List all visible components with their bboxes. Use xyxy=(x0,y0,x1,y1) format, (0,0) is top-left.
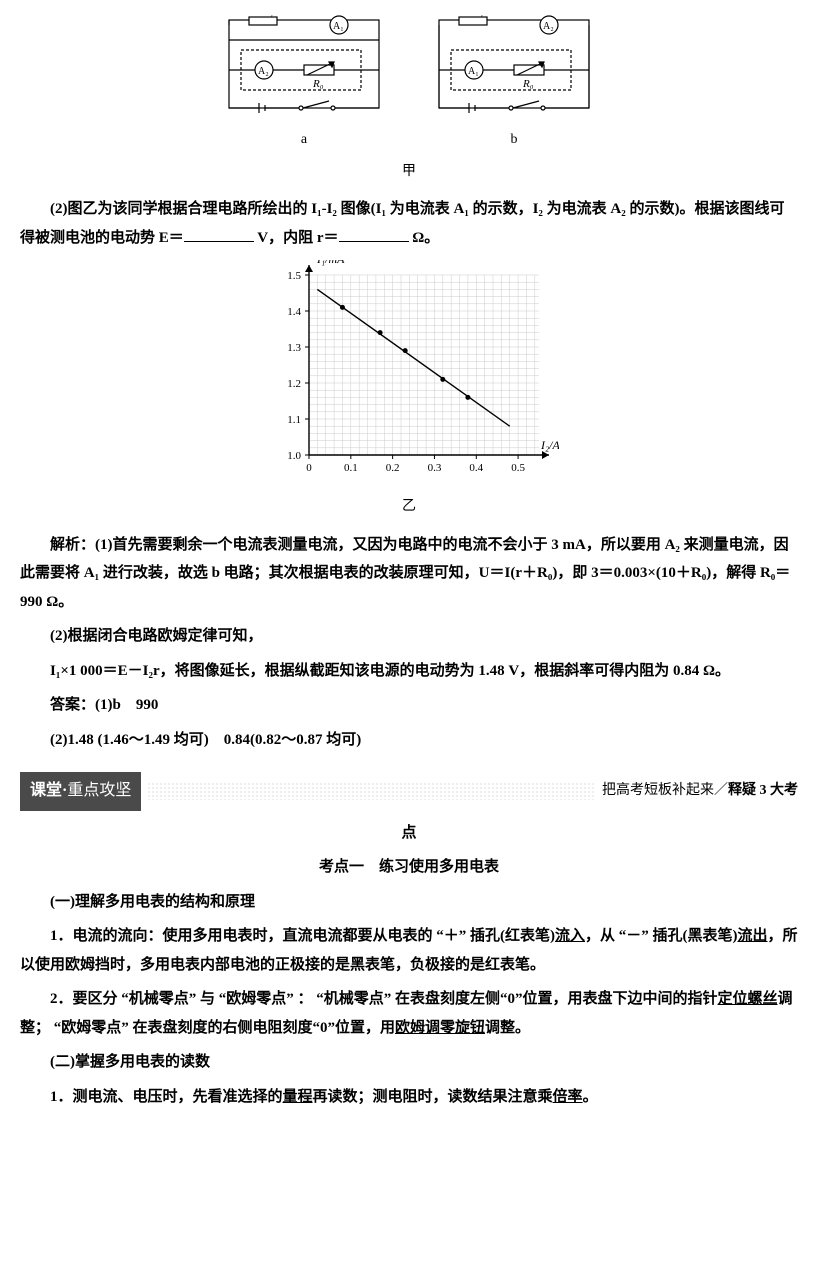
svg-text:I₁/mA: I₁/mA xyxy=(316,260,345,266)
svg-text:1.4: 1.4 xyxy=(287,306,301,318)
r0-label: R₀ xyxy=(522,78,534,90)
p2a: 2．要区分 “机械零点” 与 “欧姆零点” ： “机械零点” 在表盘刻度左侧“0… xyxy=(50,991,718,1007)
section-right-bold: 释疑 3 大考 xyxy=(728,783,798,798)
section-dots-fill xyxy=(147,782,596,800)
a2-label: A₂ xyxy=(543,21,554,32)
figure-jia-label: 甲 xyxy=(20,159,798,186)
svg-text:0.3: 0.3 xyxy=(428,462,442,474)
svg-text:0.2: 0.2 xyxy=(386,462,400,474)
svg-text:I₂/A: I₂/A xyxy=(540,438,559,452)
circuit-b: R₁ A₂ A₁ R₀ b xyxy=(429,15,599,154)
section-center-1: 点 xyxy=(20,819,798,848)
analysis-p4: 答案：(1)b 990 xyxy=(20,691,798,720)
svg-text:1.0: 1.0 xyxy=(287,450,301,462)
section-header-left: 课堂·重点攻坚 xyxy=(20,772,141,810)
analysis-p2: (2)根据闭合电路欧姆定律可知， xyxy=(20,622,798,651)
svg-text:1.3: 1.3 xyxy=(287,342,301,354)
analysis-p5: (2)1.48 (1.46～1.49 均可) 0.84(0.82～0.87 均可… xyxy=(20,726,798,755)
section-right-pre: 把高考短板补起来／ xyxy=(602,783,728,798)
a1-label: A₁ xyxy=(333,21,344,32)
p1u1: 流入 xyxy=(555,928,585,944)
section-header-right: 把高考短板补起来／释疑 3 大考 xyxy=(602,778,798,805)
svg-text:0.5: 0.5 xyxy=(511,462,525,474)
p3c: 。 xyxy=(583,1089,598,1105)
section-center-2: 考点一 练习使用多用电表 xyxy=(20,853,798,882)
q2-unit-o: Ω。 xyxy=(409,230,440,246)
svg-text:0: 0 xyxy=(306,462,312,474)
analysis-p1: 解析：(1)首先需要剩余一个电流表测量电流，又因为电路中的电流不会小于 3 mA… xyxy=(20,531,798,617)
section-header-bar: 课堂·重点攻坚 把高考短板补起来／释疑 3 大考 xyxy=(20,772,798,810)
r1-label: R₁ xyxy=(262,15,274,18)
blank-e xyxy=(184,227,254,242)
p3u1: 量程 xyxy=(283,1089,313,1105)
sub-heading-2: (二)掌握多用电表的读数 xyxy=(20,1048,798,1077)
body-p1: 1．电流的流向：使用多用电表时，直流电流都要从电表的 “＋” 插孔(红表笔)流入… xyxy=(20,922,798,979)
a1-label: A₁ xyxy=(468,66,479,77)
section-sub: 重点攻坚 xyxy=(67,782,131,799)
p1b: ，从 “－” 插孔(黑表笔) xyxy=(585,928,738,944)
q2-unit-v: V，内阻 r＝ xyxy=(254,230,339,246)
p3b: 再读数；测电阻时，读数结果注意乘 xyxy=(313,1089,553,1105)
circuit-a-label: a xyxy=(301,127,307,154)
p1a: 1．电流的流向：使用多用电表时，直流电流都要从电表的 “＋” 插孔(红表笔) xyxy=(50,928,555,944)
p1u2: 流出 xyxy=(738,928,768,944)
question-2: (2)图乙为该同学根据合理电路所绘出的 I₁-I₂ 图像(I₁ 为电流表 A₁ … xyxy=(20,195,798,252)
blank-r xyxy=(339,227,409,242)
p2u1: 定位螺丝 xyxy=(718,991,778,1007)
svg-text:1.2: 1.2 xyxy=(287,378,301,390)
circuit-b-label: b xyxy=(511,127,518,154)
circuit-diagrams: R₁ A₁ A₂ R₀ a xyxy=(20,15,798,154)
figure-yi-label: 乙 xyxy=(20,494,798,521)
sub-heading-1: (一)理解多用电表的结构和原理 xyxy=(20,888,798,917)
p2c: 调整。 xyxy=(485,1020,530,1036)
p2u2: 欧姆调零旋钮 xyxy=(395,1020,485,1036)
circuit-a: R₁ A₁ A₂ R₀ a xyxy=(219,15,389,154)
analysis-p3: I₁×1 000＝E－I₂r，将图像延长，根据纵截距知该电源的电动势为 1.48… xyxy=(20,657,798,686)
section-main: 课堂 xyxy=(30,782,62,799)
body-p3: 1．测电流、电压时，先看准选择的量程再读数；测电阻时，读数结果注意乘倍率。 xyxy=(20,1083,798,1112)
p3a: 1．测电流、电压时，先看准选择的 xyxy=(50,1089,283,1105)
chart-yi: 0 0.1 0.2 0.3 0.4 0.5 1.0 1.1 1.2 1.3 1.4 1.5 I₁/mA I… xyxy=(20,260,798,490)
p3u2: 倍率 xyxy=(553,1089,583,1105)
r1-label: R₁ xyxy=(472,15,484,18)
svg-text:0.1: 0.1 xyxy=(344,462,358,474)
chart-svg: 0 0.1 0.2 0.3 0.4 0.5 1.0 1.1 1.2 1.3 1.4 1.5 I₁/mA I… xyxy=(259,260,559,490)
svg-text:1.5: 1.5 xyxy=(287,270,301,282)
a2-label: A₂ xyxy=(258,66,269,77)
svg-text:1.1: 1.1 xyxy=(287,414,301,426)
body-p2: 2．要区分 “机械零点” 与 “欧姆零点” ： “机械零点” 在表盘刻度左侧“0… xyxy=(20,985,798,1042)
r0-label: R₀ xyxy=(312,78,324,90)
svg-text:0.4: 0.4 xyxy=(469,462,483,474)
